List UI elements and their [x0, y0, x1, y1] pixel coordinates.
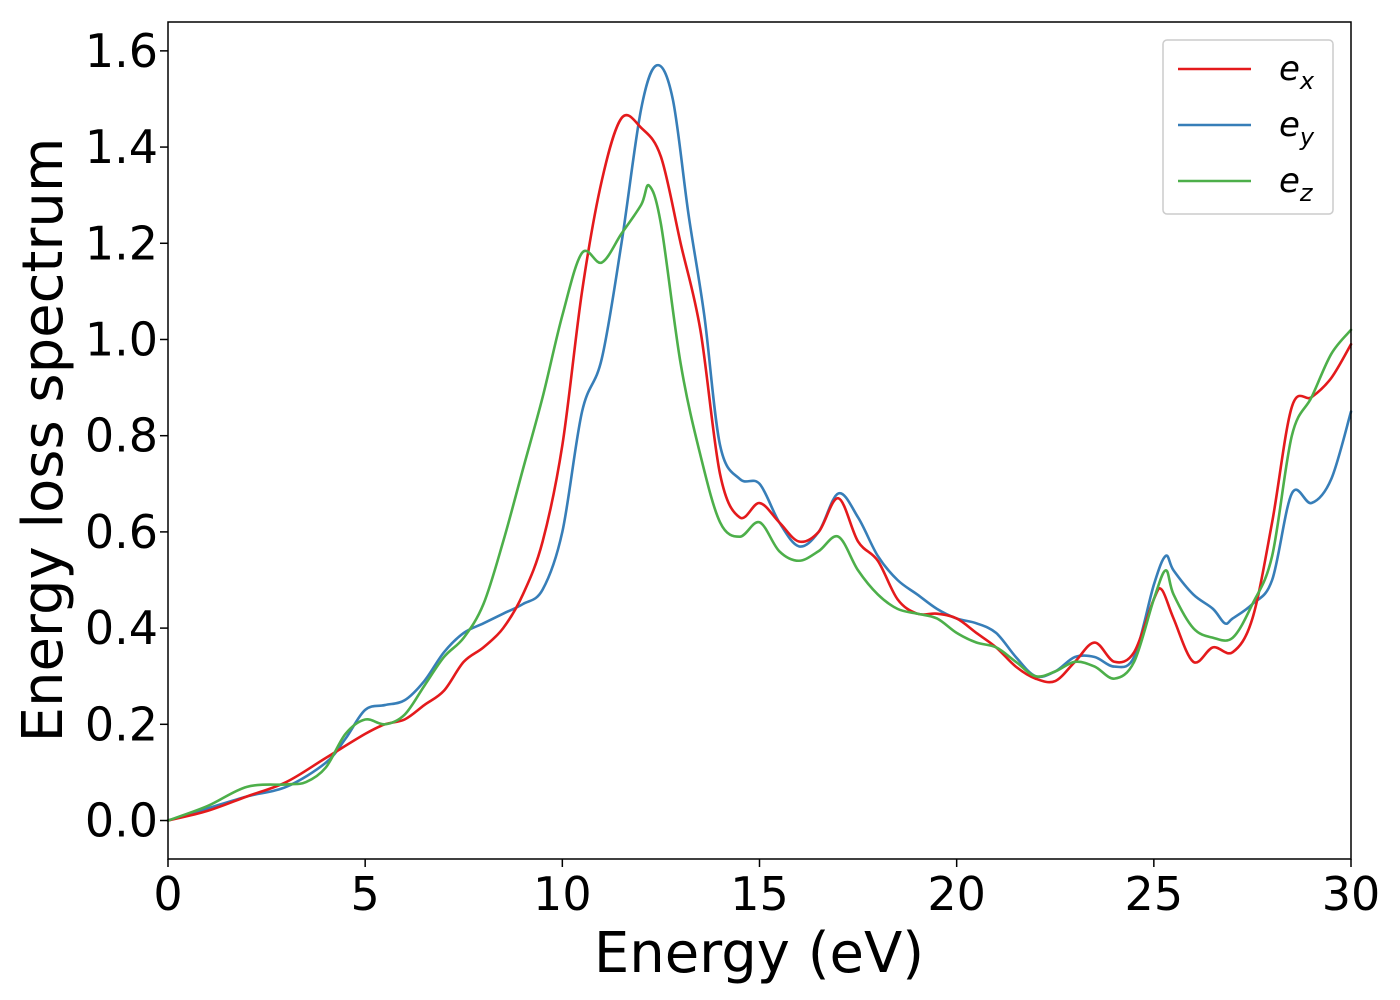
- x-tick-label: 20: [927, 867, 986, 921]
- y-axis-ticks: 0.0 0.2 0.4 0.6 0.8 1.0 1.2 1.4 1.6: [85, 24, 168, 848]
- series-line-e-x: [166, 113, 1353, 822]
- x-axis-ticks: 0 5 10 15 20 25 30: [153, 859, 1380, 921]
- y-tick-label: 0.4: [85, 601, 158, 655]
- x-tick-label: 10: [533, 867, 592, 921]
- legend-label-e-x: ex: [1279, 49, 1315, 95]
- y-tick-label: 1.0: [85, 312, 158, 366]
- legend-label-subscript: x: [1299, 67, 1315, 95]
- x-tick-label: 0: [153, 867, 182, 921]
- y-tick-label: 1.2: [85, 216, 158, 270]
- x-tick-label: 5: [351, 867, 380, 921]
- legend-label-base: e: [1279, 161, 1300, 201]
- x-tick-label: 15: [730, 867, 789, 921]
- series-line-e-y: [166, 63, 1353, 822]
- legend-label-subscript: y: [1299, 123, 1315, 151]
- legend-box: [1162, 39, 1334, 215]
- y-tick-label: 0.2: [85, 697, 158, 751]
- legend-label-e-z: ez: [1279, 161, 1314, 207]
- legend-label-subscript: z: [1299, 179, 1314, 207]
- y-axis-label: Energy loss spectrum: [11, 138, 76, 743]
- legend-label-base: e: [1279, 49, 1300, 89]
- x-axis-label: Energy (eV): [594, 921, 924, 986]
- y-tick-label: 0.0: [85, 794, 158, 848]
- y-tick-label: 1.6: [85, 24, 158, 78]
- y-tick-label: 0.8: [85, 409, 158, 463]
- legend-label-base: e: [1279, 105, 1300, 145]
- x-tick-label: 25: [1125, 867, 1184, 921]
- y-tick-label: 0.6: [85, 505, 158, 559]
- x-tick-label: 30: [1322, 867, 1381, 921]
- legend-label-e-y: ey: [1279, 105, 1315, 151]
- series-line-e-z: [166, 183, 1353, 822]
- y-tick-label: 1.4: [85, 120, 158, 174]
- series-layer: [166, 63, 1353, 822]
